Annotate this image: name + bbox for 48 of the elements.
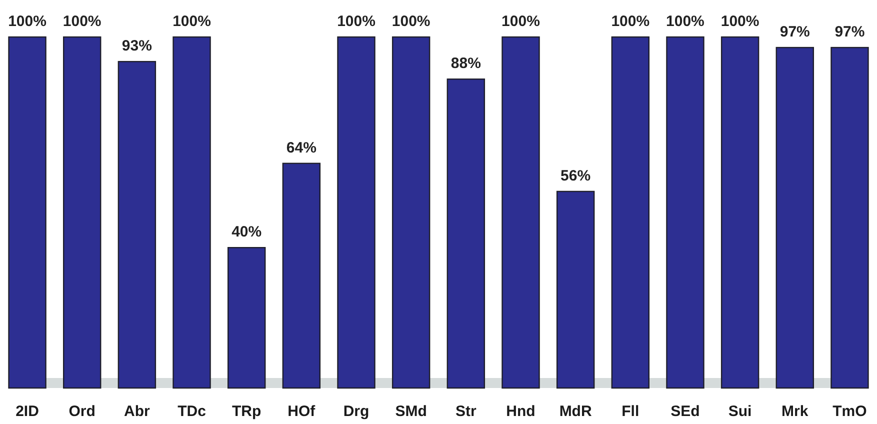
x-tick-label: Mrk [782, 403, 809, 420]
x-tick-label: Drg [343, 403, 370, 420]
x-tick-label: Sui [728, 403, 752, 420]
bar [8, 36, 46, 389]
x-tick-label: Fll [622, 403, 640, 420]
bar [830, 46, 869, 389]
x-tick-label: 2ID [16, 403, 40, 420]
data-label: 56% [560, 167, 591, 184]
data-label: 100% [392, 13, 430, 30]
x-tick-label: HOf [288, 403, 316, 420]
data-label: 100% [502, 13, 540, 30]
x-tick-label: SEd [670, 403, 700, 420]
bar [611, 36, 650, 389]
x-tick-label: Str [455, 403, 476, 420]
bar [337, 36, 376, 389]
bar [282, 162, 321, 389]
x-tick-label: SMd [395, 403, 427, 420]
bar [118, 60, 156, 389]
bar [392, 36, 430, 389]
x-tick-label: Ord [68, 403, 96, 420]
x-tick-label: TDc [178, 403, 206, 420]
bar [666, 36, 704, 389]
bar [63, 36, 102, 389]
bar [556, 190, 595, 389]
x-tick-label: Abr [124, 403, 150, 420]
bar [776, 46, 814, 389]
bar [172, 36, 211, 389]
data-label: 100% [337, 13, 376, 30]
bar [227, 247, 266, 389]
bar [446, 78, 486, 389]
data-label: 100% [611, 13, 650, 30]
data-label: 97% [780, 24, 810, 41]
data-label: 100% [62, 13, 102, 30]
x-tick-label: Hnd [506, 403, 536, 420]
x-tick-label: TmO [832, 403, 868, 420]
data-label: 93% [122, 38, 152, 55]
bar [720, 36, 760, 389]
data-label: 100% [720, 13, 760, 30]
x-tick-label: TRp [232, 403, 262, 420]
x-tick-label: MdR [559, 403, 592, 420]
data-label: 40% [232, 224, 262, 241]
data-label: 88% [450, 55, 481, 72]
data-label: 100% [666, 13, 704, 30]
data-label: 100% [8, 13, 46, 30]
data-label: 97% [834, 24, 865, 41]
data-label: 64% [286, 139, 316, 156]
bar [502, 36, 540, 389]
data-label: 100% [172, 13, 211, 30]
